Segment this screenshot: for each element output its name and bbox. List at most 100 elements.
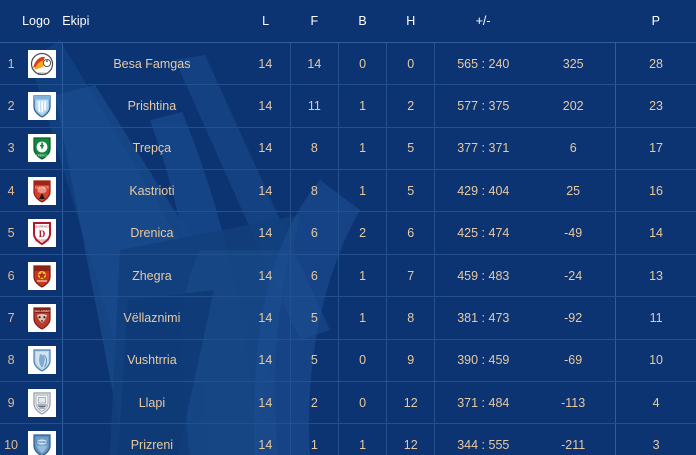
row-goal-difference: -92 [531,296,616,340]
row-played: 14 [241,211,291,255]
header-team[interactable]: Ekipi [62,0,242,43]
table-row[interactable]: 8 Vushtrria 14 5 0 9 390 : 459 -69 10 [0,339,696,383]
prizreni-crest[interactable]: PRIZRENI [27,431,56,455]
row-won: 6 [290,211,339,255]
trepca-crest[interactable]: TREPCA [27,134,56,163]
row-lost: 5 [386,169,436,213]
row-goal-difference: -211 [561,438,586,453]
row-lost: 0 [386,42,436,86]
row-logo-cell[interactable] [22,254,63,298]
row-lost: 7 [386,254,436,298]
row-logo-cell[interactable]: PRIZRENI [22,423,63,455]
row-points: 14 [615,211,696,255]
row-team-name[interactable]: Prishtina [62,84,242,128]
row-drawn: 1 [338,296,388,340]
prishtina-crest[interactable] [27,91,56,120]
header-points[interactable]: P [615,0,696,43]
zhegra-crest[interactable] [27,261,56,290]
row-points: 3 [615,423,696,455]
row-played: 14 [241,381,291,425]
row-team-name[interactable]: Llapi [62,381,242,425]
row-points: 16 [615,169,696,213]
table-row[interactable]: 3 TREPCA Trepça 14 8 1 5 377 : 371 6 17 [0,127,696,171]
row-goal-difference: 6 [531,127,616,171]
row-drawn: 0 [338,381,388,425]
row-team-name[interactable]: Trepça [62,127,242,171]
row-drawn: 1 [338,169,388,213]
table-row[interactable]: 2 Prishtina 14 11 1 2 577 : 375 202 23 [0,84,696,128]
row-logo-cell[interactable]: KB DRENICA D SKENDERAJ [22,211,63,255]
row-lost: 8 [386,296,436,340]
row-won: 6 [290,254,339,298]
row-goals: 425 : 474 [434,211,532,255]
row-rank: 5 [0,211,23,255]
row-won: 8 [290,169,339,213]
row-played: 14 [241,127,291,171]
vushtrria-crest[interactable] [27,346,56,375]
drenica-crest[interactable]: KB DRENICA D SKENDERAJ [27,219,56,248]
header-played[interactable]: L [241,0,291,43]
table-row[interactable]: 5 KB DRENICA D SKENDERAJ Drenica 14 6 2 6 425 : 4… [0,211,696,255]
row-team-name[interactable]: Zhegra [62,254,242,298]
row-team-name[interactable]: Besa Famgas [62,42,242,86]
row-goal-difference: -49 [531,211,616,255]
row-team-name[interactable]: Kastrioti [62,169,242,213]
row-won: 8 [290,127,339,171]
row-rank: 2 [0,84,23,128]
row-won: 1 [290,423,339,455]
row-goals: 377 : 371 [434,127,532,171]
row-lost: 9 [386,339,436,383]
row-rank: 6 [0,254,23,298]
row-logo-cell[interactable]: KASTRIOTI [22,169,63,213]
row-lost: 2 [386,84,436,128]
svg-text:KASTRIOTI: KASTRIOTI [35,185,49,189]
header-goal-difference[interactable] [531,0,616,43]
row-rank: 1 [0,42,23,86]
row-logo-cell[interactable] [22,339,63,383]
row-rank: 4 [0,169,23,213]
row-logo-cell[interactable]: BESA [22,42,63,86]
row-drawn: 2 [338,211,388,255]
table-row[interactable]: 1 BESA Besa Famgas 14 14 0 0 565 : 240 325 28 [0,42,696,86]
row-lost: 6 [386,211,436,255]
row-points: 17 [615,127,696,171]
row-lost: 12 [386,423,436,455]
vellaznimi-crest[interactable]: VELLAZNIMI [27,303,56,332]
svg-text:D: D [39,229,46,239]
table-row[interactable]: 4 KASTRIOTI Kastrioti 14 8 1 5 429 : 404 25 16 [0,169,696,213]
row-played: 14 [241,169,291,213]
row-rank: 7 [0,296,23,340]
row-lost: 12 [386,381,436,425]
header-won[interactable]: F [290,0,339,43]
header-logo[interactable]: Logo [22,0,63,43]
row-logo-cell[interactable] [22,84,63,128]
row-team-name[interactable]: Vëllaznimi [62,296,242,340]
row-goal-difference: -24 [531,254,616,298]
row-drawn: 1 [338,423,388,455]
header-goals[interactable]: +/- [434,0,532,43]
llapi-crest[interactable] [27,388,56,417]
table-row[interactable]: 10 PRIZRENI Prizreni 14 1 1 12 344 : 555 -211 3 [0,423,696,455]
table-row[interactable]: 7 VELLAZNIMI Vëllaznimi 14 5 1 8 381 : 473 -92 11 [0,296,696,340]
table-header: Logo Ekipi L F B H +/- P [0,0,696,43]
row-logo-cell[interactable] [22,381,63,425]
row-team-name[interactable]: Prizreni [130,438,174,453]
row-team-name[interactable]: Drenica [62,211,242,255]
row-points: 28 [615,42,696,86]
row-won: 5 [290,339,339,383]
besa-famgas-crest[interactable]: BESA [27,49,56,78]
row-logo-cell[interactable]: VELLAZNIMI [22,296,63,340]
table-row[interactable]: 9 Llapi 14 2 0 12 371 : 484 -113 4 [0,381,696,425]
header-lost[interactable]: H [386,0,435,43]
row-goals: 381 : 473 [434,296,532,340]
kastrioti-crest[interactable]: KASTRIOTI [27,176,56,205]
table-row[interactable]: 6 Zhegra 14 6 1 7 459 : 483 -24 13 [0,254,696,298]
row-rank: 8 [0,339,23,383]
row-goals: 429 : 404 [434,169,532,213]
row-logo-cell[interactable]: TREPCA [22,127,63,171]
row-team-name[interactable]: Vushtrria [62,339,242,383]
row-drawn: 1 [338,84,388,128]
header-drawn[interactable]: B [338,0,387,43]
